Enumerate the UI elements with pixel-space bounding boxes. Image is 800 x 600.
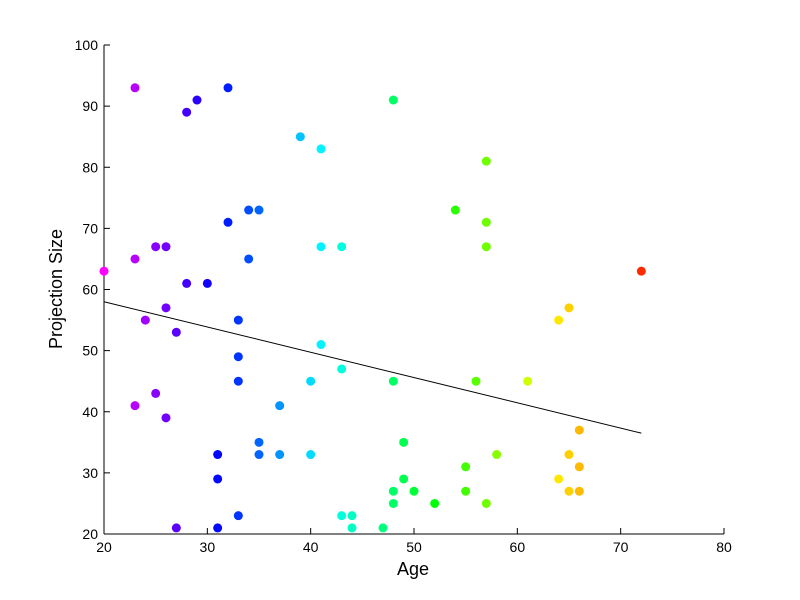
data-point bbox=[564, 303, 574, 313]
data-point bbox=[574, 425, 584, 435]
data-point bbox=[171, 523, 181, 533]
data-point bbox=[161, 303, 171, 313]
data-point bbox=[306, 376, 316, 386]
data-point bbox=[213, 450, 223, 460]
data-point bbox=[223, 217, 233, 227]
data-point bbox=[461, 486, 471, 496]
data-point bbox=[564, 450, 574, 460]
y-tick-label: 20 bbox=[82, 526, 98, 542]
data-point bbox=[492, 450, 502, 460]
data-point bbox=[574, 486, 584, 496]
data-point bbox=[399, 474, 409, 484]
data-point bbox=[316, 242, 326, 252]
data-point bbox=[254, 437, 264, 447]
data-point bbox=[481, 498, 491, 508]
y-tick-label: 100 bbox=[75, 37, 99, 53]
y-tick-label: 60 bbox=[82, 282, 98, 298]
data-point bbox=[409, 486, 419, 496]
data-point bbox=[337, 364, 347, 374]
fit-line-group bbox=[103, 301, 642, 434]
data-point bbox=[192, 95, 202, 105]
data-point bbox=[295, 132, 305, 142]
data-point bbox=[275, 401, 285, 411]
data-point bbox=[316, 144, 326, 154]
data-point bbox=[130, 254, 140, 264]
data-point bbox=[554, 315, 564, 325]
x-tick-label: 50 bbox=[406, 539, 422, 555]
y-tick-label: 50 bbox=[82, 343, 98, 359]
data-point bbox=[213, 474, 223, 484]
data-point bbox=[399, 437, 409, 447]
x-tick-label: 80 bbox=[716, 539, 732, 555]
data-point bbox=[564, 486, 574, 496]
data-point bbox=[481, 156, 491, 166]
data-point bbox=[151, 388, 161, 398]
data-point bbox=[430, 498, 440, 508]
data-point bbox=[481, 217, 491, 227]
y-tick-label: 90 bbox=[82, 98, 98, 114]
data-point bbox=[275, 450, 285, 460]
data-point bbox=[254, 205, 264, 215]
data-point bbox=[388, 376, 398, 386]
data-point bbox=[254, 450, 264, 460]
data-point bbox=[223, 83, 233, 93]
data-point bbox=[140, 315, 150, 325]
data-point bbox=[130, 83, 140, 93]
data-point bbox=[182, 107, 192, 117]
data-point bbox=[636, 266, 646, 276]
data-point bbox=[151, 242, 161, 252]
data-point bbox=[461, 462, 471, 472]
data-point bbox=[233, 511, 243, 521]
x-tick-label: 70 bbox=[613, 539, 629, 555]
data-point bbox=[99, 266, 109, 276]
fit-line bbox=[103, 301, 642, 434]
data-point bbox=[388, 95, 398, 105]
x-tick-label: 40 bbox=[303, 539, 319, 555]
y-axis-title: Projection Size bbox=[46, 229, 66, 349]
x-tick-label: 20 bbox=[96, 539, 112, 555]
data-point bbox=[347, 511, 357, 521]
x-tick-label: 30 bbox=[200, 539, 216, 555]
x-tick-label: 60 bbox=[510, 539, 526, 555]
data-point bbox=[471, 376, 481, 386]
data-point bbox=[450, 205, 460, 215]
data-point bbox=[378, 523, 388, 533]
data-point bbox=[244, 254, 254, 264]
data-point bbox=[171, 327, 181, 337]
data-point bbox=[182, 278, 192, 288]
data-point bbox=[523, 376, 533, 386]
data-point bbox=[337, 511, 347, 521]
data-point bbox=[554, 474, 564, 484]
y-tick-label: 30 bbox=[82, 465, 98, 481]
data-point bbox=[347, 523, 357, 533]
tick-labels: 20 30 40 50 60 70 80 20 30 40 50 60 70 80 90 100 bbox=[75, 37, 732, 555]
data-point bbox=[388, 486, 398, 496]
data-point bbox=[202, 278, 212, 288]
data-point bbox=[233, 376, 243, 386]
data-point bbox=[316, 340, 326, 350]
data-point bbox=[244, 205, 254, 215]
y-tick-label: 40 bbox=[82, 404, 98, 420]
data-points bbox=[99, 83, 646, 533]
data-point bbox=[161, 413, 171, 423]
data-point bbox=[574, 462, 584, 472]
data-point bbox=[388, 498, 398, 508]
data-point bbox=[130, 401, 140, 411]
y-tick-label: 70 bbox=[82, 220, 98, 236]
data-point bbox=[306, 450, 316, 460]
data-point bbox=[161, 242, 171, 252]
x-axis-title: Age bbox=[397, 559, 429, 579]
data-point bbox=[481, 242, 491, 252]
data-point bbox=[233, 352, 243, 362]
y-tick-label: 80 bbox=[82, 159, 98, 175]
data-point bbox=[337, 242, 347, 252]
axes bbox=[103, 44, 725, 535]
data-point bbox=[233, 315, 243, 325]
data-point bbox=[213, 523, 223, 533]
